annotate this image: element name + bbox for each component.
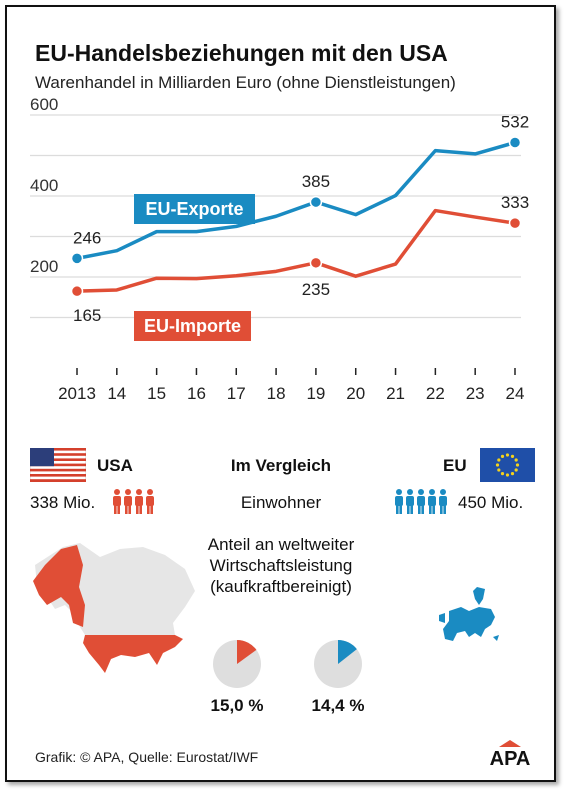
chart-grid	[30, 114, 521, 319]
x-tick-label: 2013	[58, 384, 96, 403]
x-tick-label: 18	[267, 384, 286, 403]
chart-title: EU-Handelsbeziehungen mit den USA	[35, 40, 448, 66]
eu-star	[505, 453, 510, 457]
usa-gdp-share: 15,0 %	[210, 696, 264, 715]
x-tick-label: 19	[306, 384, 325, 403]
usa-label: USA	[97, 456, 133, 475]
x-tick-label: 15	[147, 384, 166, 403]
data-point	[508, 216, 522, 230]
us-flag-icon	[30, 448, 86, 482]
graphic-frame: EU-Handelsbeziehungen mit den USA Warenh…	[5, 5, 556, 782]
person-icon	[395, 489, 403, 514]
eu-star	[505, 473, 510, 477]
apa-logo-text: APA	[490, 748, 531, 768]
person-icon	[113, 489, 121, 514]
line-chart: 200 400 600 2013 14 15 16 17 18 19 20 21 22 23 24 246…	[30, 95, 529, 403]
eu-population: 450 Mio.	[458, 493, 524, 512]
comparison-heading: Im Vergleich	[230, 456, 332, 475]
gdp-share-label: Anteil an weltweiter Wirtschaftsleistung…	[183, 534, 379, 597]
eu-star	[510, 472, 515, 476]
eu-star	[515, 463, 520, 467]
eu-star	[497, 458, 501, 462]
series-line	[76, 140, 516, 261]
data-label: 246	[73, 228, 101, 247]
data-point	[70, 252, 84, 265]
eu-star	[500, 454, 505, 458]
data-label: 235	[302, 280, 330, 299]
eu-star	[514, 458, 518, 462]
x-axis-ticks: 2013 14 15 16 17 18 19 20 21 22 23 24	[58, 368, 524, 403]
eu-star	[497, 468, 501, 472]
person-icon	[146, 489, 154, 514]
eu-population-icons	[395, 489, 447, 514]
x-tick-label: 16	[187, 384, 206, 403]
gdp-share-line-3: (kaufkraftbereinigt)	[210, 577, 352, 596]
usa-population: 338 Mio.	[30, 493, 96, 512]
usa-population-icons	[113, 489, 154, 514]
person-icon	[439, 489, 447, 514]
eu-star	[500, 472, 505, 476]
data-label: 532	[501, 113, 529, 132]
legend-box	[134, 311, 251, 341]
data-point	[309, 195, 323, 209]
data-point	[508, 136, 522, 149]
y-axis-ticks: 200 400 600	[30, 95, 58, 276]
gdp-share-line-2: Wirtschaftsleistung	[209, 556, 353, 575]
population-label: Einwohner	[240, 493, 322, 512]
legend-label: EU-Exporte	[145, 199, 243, 219]
eu-gdp-pie	[314, 640, 362, 688]
europe-map-icon	[439, 587, 499, 641]
person-icon	[406, 489, 414, 514]
person-icon	[124, 489, 132, 514]
person-icon	[135, 489, 143, 514]
eu-label: EU	[443, 456, 467, 475]
x-tick-label: 24	[506, 384, 525, 403]
gdp-share-line-1: Anteil an weltweiter	[207, 535, 355, 554]
eu-star	[495, 463, 500, 467]
data-label: 333	[501, 193, 529, 212]
usa-gdp-pie	[213, 640, 261, 688]
eu-flag-icon	[480, 448, 535, 482]
y-tick-label: 200	[30, 257, 58, 276]
source-note: Grafik: © APA, Quelle: Eurostat/IWF	[35, 749, 259, 765]
apa-logo-icon: APA	[479, 740, 541, 773]
chart-series	[70, 136, 522, 298]
legend-label: EU-Importe	[144, 316, 241, 336]
x-tick-label: 22	[426, 384, 445, 403]
person-icon	[428, 489, 436, 514]
eu-star	[514, 468, 518, 472]
legend-box	[134, 194, 255, 224]
data-labels: 246 385 532 165 235 333	[73, 113, 529, 326]
person-icon	[417, 489, 425, 514]
chart-subtitle: Warenhandel in Milliarden Euro (ohne Die…	[35, 73, 456, 92]
data-label: 385	[302, 172, 330, 191]
series-legend: EU-Exporte EU-Importe	[134, 194, 255, 341]
x-tick-label: 23	[466, 384, 485, 403]
eu-gdp-pie-slice	[338, 640, 357, 664]
y-tick-label: 400	[30, 176, 58, 195]
eu-star	[510, 454, 515, 458]
x-tick-label: 20	[346, 384, 365, 403]
usa-map-icon	[33, 543, 195, 673]
x-tick-label: 21	[386, 384, 405, 403]
x-tick-label: 14	[107, 384, 126, 403]
series-line	[76, 208, 516, 293]
data-point	[309, 256, 323, 270]
x-tick-label: 17	[227, 384, 246, 403]
data-point	[70, 284, 84, 298]
y-tick-label: 600	[30, 95, 58, 114]
usa-gdp-pie-slice	[237, 640, 257, 664]
eu-gdp-share: 14,4 %	[311, 696, 365, 715]
data-label: 165	[73, 306, 101, 325]
apa-logo-mark: APA	[490, 740, 531, 770]
